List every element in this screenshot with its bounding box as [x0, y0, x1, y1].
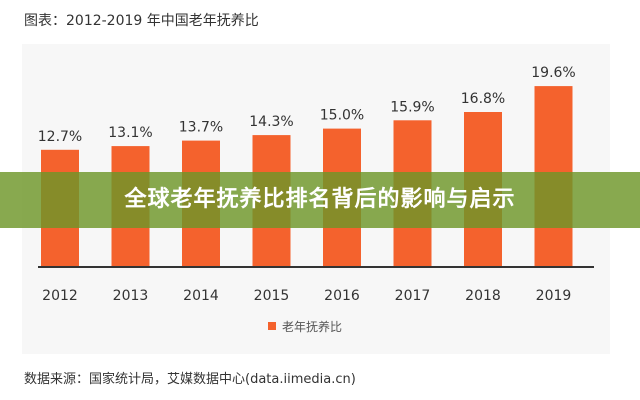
- legend: 老年抚养比: [268, 319, 342, 334]
- value-label-2016: 15.0%: [320, 108, 364, 124]
- x-tick-label-2016: 2016: [324, 288, 360, 304]
- value-label-2019: 19.6%: [531, 65, 575, 81]
- value-label-2015: 14.3%: [249, 114, 293, 130]
- value-label-2012: 12.7%: [38, 129, 82, 145]
- value-label-2017: 15.9%: [390, 99, 434, 115]
- x-tick-label-2012: 2012: [42, 288, 78, 304]
- x-tick-label-2018: 2018: [465, 288, 501, 304]
- x-tick-label-2015: 2015: [254, 288, 290, 304]
- x-tick-label-2019: 2019: [536, 288, 572, 304]
- legend-label-elderly-dependency: 老年抚养比: [282, 319, 342, 334]
- headline-text: 全球老年抚养比排名背后的影响与启示: [124, 187, 516, 212]
- value-label-2014: 13.7%: [179, 120, 223, 136]
- x-tick-labels-layer: 2012 2013 2014 2015 2016 2017 2018 2019: [42, 288, 571, 304]
- value-label-2018: 16.8%: [461, 91, 505, 107]
- headline-banner: [0, 172, 640, 228]
- x-tick-label-2014: 2014: [183, 288, 219, 304]
- legend-swatch: [268, 322, 276, 330]
- chart-title: 图表：2012-2019 年中国老年抚养比: [24, 13, 259, 29]
- x-tick-label-2013: 2013: [113, 288, 149, 304]
- value-labels-layer: 12.7% 13.1% 13.7% 14.3% 15.0% 15.9% 16.8% 19.6%: [38, 65, 576, 145]
- x-tick-label-2017: 2017: [395, 288, 431, 304]
- value-label-2013: 13.1%: [108, 125, 152, 141]
- source-note: 数据来源：国家统计局，艾媒数据中心(data.iimedia.cn): [24, 372, 356, 387]
